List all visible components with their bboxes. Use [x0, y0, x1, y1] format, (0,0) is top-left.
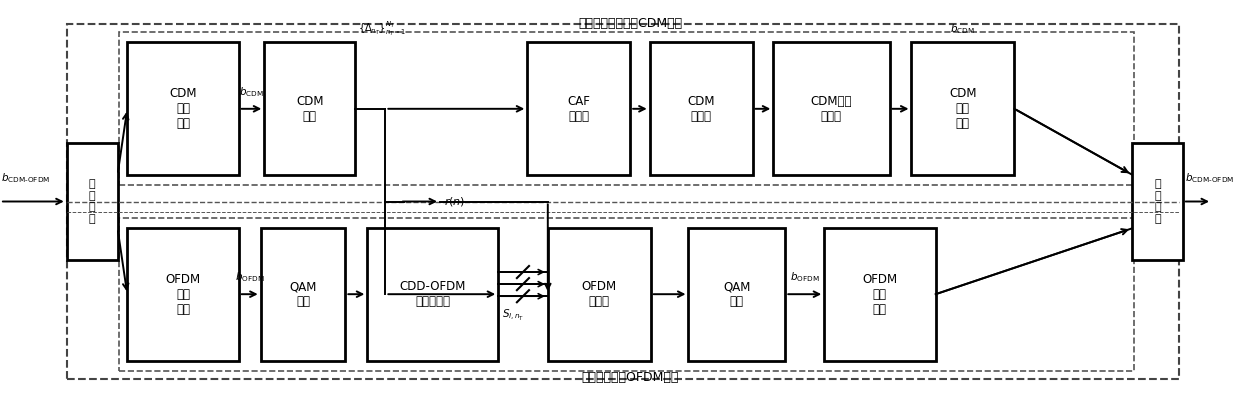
- Text: CDM
信道
编码: CDM 信道 编码: [169, 87, 197, 130]
- Bar: [650, 42, 753, 175]
- Text: QAM
解调: QAM 解调: [723, 280, 750, 308]
- Text: CDM符号
解映射: CDM符号 解映射: [811, 95, 852, 123]
- Text: $b_{\rm OFDM}$: $b_{\rm OFDM}$: [790, 270, 820, 284]
- Text: 数
据
合
流: 数 据 合 流: [1154, 179, 1161, 224]
- Text: $b_{\rm CDM}$: $b_{\rm CDM}$: [239, 85, 264, 99]
- Text: CAF
估计器: CAF 估计器: [567, 95, 590, 123]
- Bar: [128, 228, 239, 361]
- Text: CDM
调制: CDM 调制: [296, 95, 324, 123]
- Bar: [260, 228, 346, 361]
- Bar: [264, 42, 355, 175]
- Text: $S_{l,n_T}$: $S_{l,n_T}$: [502, 308, 525, 323]
- Text: OFDM
接收机: OFDM 接收机: [582, 280, 616, 308]
- Text: OFDM
信道
编码: OFDM 信道 编码: [165, 273, 201, 316]
- Text: CDM
检测器: CDM 检测器: [687, 95, 715, 123]
- Text: $b_{\rm OFDM}$: $b_{\rm OFDM}$: [234, 270, 264, 284]
- Text: $b_{\rm CDM\text{-}OFDM}$: $b_{\rm CDM\text{-}OFDM}$: [1, 172, 51, 185]
- Text: CDM
信道
解码: CDM 信道 解码: [949, 87, 977, 130]
- Bar: [911, 42, 1014, 175]
- Bar: [67, 143, 118, 260]
- Text: $b_{\rm CDM}$: $b_{\rm CDM}$: [951, 23, 976, 36]
- Bar: [1132, 143, 1183, 260]
- Bar: [527, 42, 630, 175]
- Text: $b_{\rm CDM\text{-}OFDM}$: $b_{\rm CDM\text{-}OFDM}$: [1185, 172, 1235, 185]
- Text: QAM
调制: QAM 调制: [289, 280, 316, 308]
- Bar: [688, 228, 785, 361]
- Text: $\{\Delta_{n_T}\}_{n_T=1}^{N_T}$: $\{\Delta_{n_T}\}_{n_T=1}^{N_T}$: [357, 19, 405, 38]
- Bar: [119, 218, 1135, 371]
- Bar: [367, 228, 498, 361]
- Text: $r(n)$: $r(n)$: [444, 195, 465, 208]
- Text: 数
据
分
流: 数 据 分 流: [89, 179, 95, 224]
- Text: OFDM
信道
解码: OFDM 信道 解码: [862, 273, 898, 316]
- Text: CDD-OFDM
信号生成器: CDD-OFDM 信号生成器: [399, 280, 466, 308]
- Bar: [548, 228, 651, 361]
- Bar: [128, 42, 239, 175]
- Bar: [825, 228, 936, 361]
- Text: 工作在统计谱域的CDM信道: 工作在统计谱域的CDM信道: [578, 17, 682, 30]
- Bar: [67, 24, 1179, 379]
- Bar: [119, 32, 1135, 185]
- Bar: [774, 42, 889, 175]
- Text: 工作在频域的OFDM信道: 工作在频域的OFDM信道: [582, 371, 680, 384]
